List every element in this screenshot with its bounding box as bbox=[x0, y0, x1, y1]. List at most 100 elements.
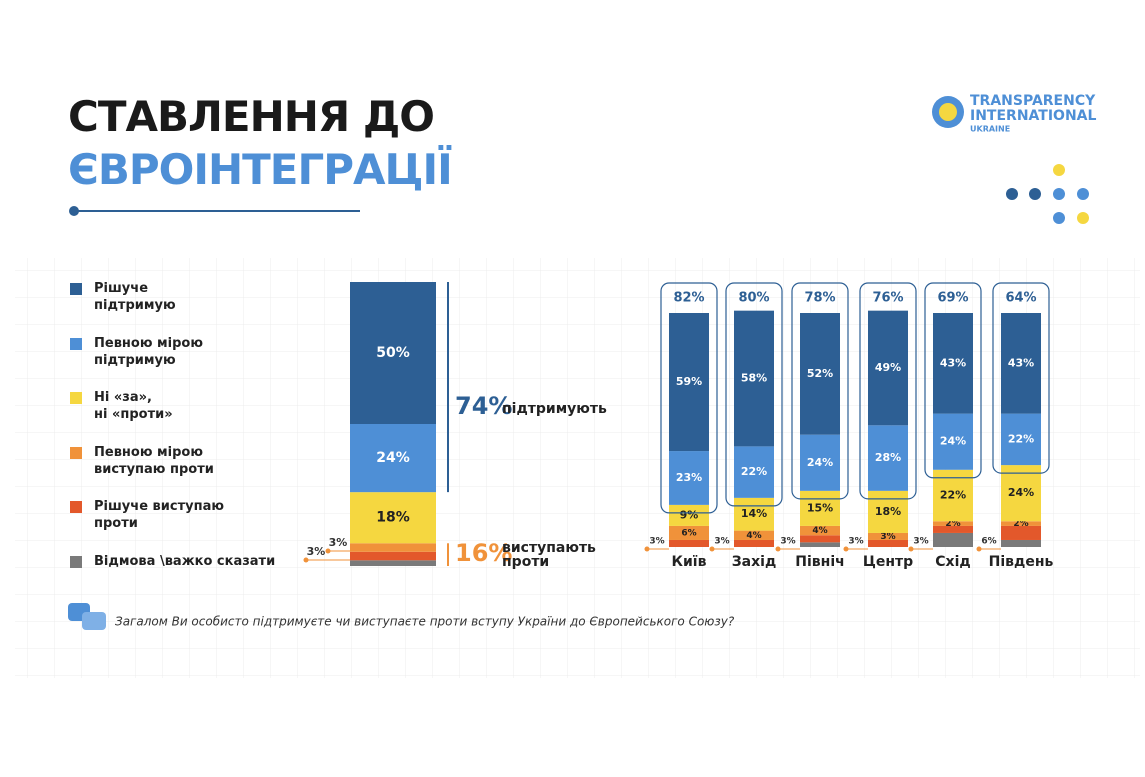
bar-segment bbox=[800, 490, 840, 526]
value-label: 15% bbox=[807, 501, 833, 514]
annotation-text: підтримують bbox=[502, 401, 607, 417]
label-dot bbox=[843, 546, 849, 552]
label-dot bbox=[908, 546, 914, 552]
value-label: 24% bbox=[807, 456, 833, 469]
x-tick-label: Київ bbox=[672, 554, 707, 570]
decor-dots bbox=[1006, 164, 1089, 224]
legend-item: Відмова \важко сказати bbox=[70, 553, 290, 608]
bar-segment bbox=[800, 525, 840, 536]
bar-segment bbox=[669, 504, 709, 526]
legend-item: Рішуче підтримую bbox=[70, 280, 290, 335]
value-label: 23% bbox=[676, 471, 702, 484]
bar-segment bbox=[734, 310, 774, 447]
bar-segment bbox=[669, 539, 709, 547]
total-label: 76% bbox=[872, 291, 903, 306]
value-label: 2% bbox=[945, 519, 960, 529]
total-box bbox=[725, 282, 783, 507]
legend-swatch bbox=[70, 555, 82, 568]
bar-segment bbox=[933, 313, 973, 414]
bar-segment bbox=[868, 532, 908, 540]
value-label: 22% bbox=[940, 489, 966, 502]
value-label: 18% bbox=[376, 510, 410, 526]
question-text: Загалом Ви особисто підтримуєте чи висту… bbox=[115, 615, 735, 629]
bar-segment bbox=[350, 560, 436, 566]
value-label: 22% bbox=[1008, 432, 1034, 445]
logo-text: INTERNATIONAL bbox=[970, 108, 1096, 124]
label-dot bbox=[644, 546, 650, 552]
bar-segment bbox=[350, 551, 436, 561]
label-dot bbox=[775, 546, 781, 552]
value-label: 3% bbox=[329, 536, 348, 549]
value-label: 4% bbox=[812, 526, 827, 536]
value-label: 6% bbox=[681, 528, 696, 538]
value-label: 28% bbox=[875, 451, 901, 464]
value-label: 3% bbox=[714, 537, 729, 547]
bar-segment bbox=[734, 539, 774, 547]
legend-item: Рішуче виступаю проти bbox=[70, 498, 290, 553]
value-label: 3% bbox=[913, 537, 928, 547]
total-box bbox=[859, 282, 917, 500]
value-label: 3% bbox=[848, 537, 863, 547]
value-label: 3% bbox=[649, 537, 664, 547]
value-label: 18% bbox=[875, 505, 901, 518]
bar-segment bbox=[1001, 313, 1041, 414]
value-label: 3% bbox=[780, 537, 795, 547]
value-label: 43% bbox=[1008, 356, 1034, 369]
bar-segment bbox=[933, 521, 973, 526]
bar-segment bbox=[734, 530, 774, 540]
bar-segment bbox=[1001, 521, 1041, 526]
value-label: 50% bbox=[376, 345, 410, 361]
total-label: 82% bbox=[673, 291, 704, 306]
value-label: 14% bbox=[741, 507, 767, 520]
x-tick-label: Центр bbox=[863, 554, 913, 570]
label-dot bbox=[709, 546, 715, 552]
logo-text: TRANSPARENCY bbox=[970, 93, 1096, 109]
legend-item: Певною мірою виступаю проти bbox=[70, 444, 290, 499]
legend-item: Ні «за», ні «проти» bbox=[70, 389, 290, 444]
value-label: 24% bbox=[376, 450, 410, 466]
label-dot bbox=[976, 546, 982, 552]
value-label: 58% bbox=[741, 372, 767, 385]
x-tick-label: Північ bbox=[795, 554, 844, 570]
bar-segment bbox=[800, 542, 840, 547]
bar-segment bbox=[868, 310, 908, 426]
bar-segment bbox=[350, 492, 436, 544]
bar-segment bbox=[800, 535, 840, 543]
x-tick-label: Схід bbox=[935, 554, 970, 570]
x-tick-label: Захід bbox=[732, 554, 777, 570]
value-label: 43% bbox=[940, 356, 966, 369]
bar-segment bbox=[350, 424, 436, 493]
bar-segment bbox=[800, 434, 840, 491]
bar-segment bbox=[1001, 525, 1041, 540]
legend-swatch bbox=[70, 501, 82, 513]
total-box bbox=[660, 282, 718, 514]
logo-text: UKRAINE bbox=[970, 125, 1010, 134]
value-label: 22% bbox=[741, 465, 767, 478]
legend-swatch bbox=[70, 337, 82, 350]
legend: Рішуче підтримую Певною мірою підтримую Ні… bbox=[70, 280, 290, 607]
bar-segment bbox=[1001, 413, 1041, 466]
total-label: 64% bbox=[1005, 291, 1036, 306]
bar-segment bbox=[868, 490, 908, 533]
bar-segment bbox=[933, 525, 973, 533]
value-label: 59% bbox=[676, 375, 702, 388]
annotation-text: виступають проти bbox=[502, 540, 596, 570]
legend-item: Певною мірою підтримую bbox=[70, 335, 290, 390]
value-label: 6% bbox=[981, 537, 996, 547]
value-label: 9% bbox=[680, 508, 699, 521]
question-icon bbox=[82, 612, 106, 630]
x-tick-label: Південь bbox=[989, 554, 1054, 570]
value-label: 2% bbox=[1013, 519, 1028, 529]
value-label: 52% bbox=[807, 367, 833, 380]
bar-segment bbox=[868, 539, 908, 547]
value-label: 4% bbox=[746, 531, 761, 541]
total-box bbox=[992, 282, 1050, 474]
logo-icon bbox=[939, 103, 957, 121]
total-box bbox=[924, 282, 982, 479]
bar-segment bbox=[734, 446, 774, 498]
title: ЄВРОІНТЕГРАЦІЇ bbox=[68, 145, 453, 194]
bar-segment bbox=[350, 282, 436, 424]
bar-segment bbox=[800, 313, 840, 435]
